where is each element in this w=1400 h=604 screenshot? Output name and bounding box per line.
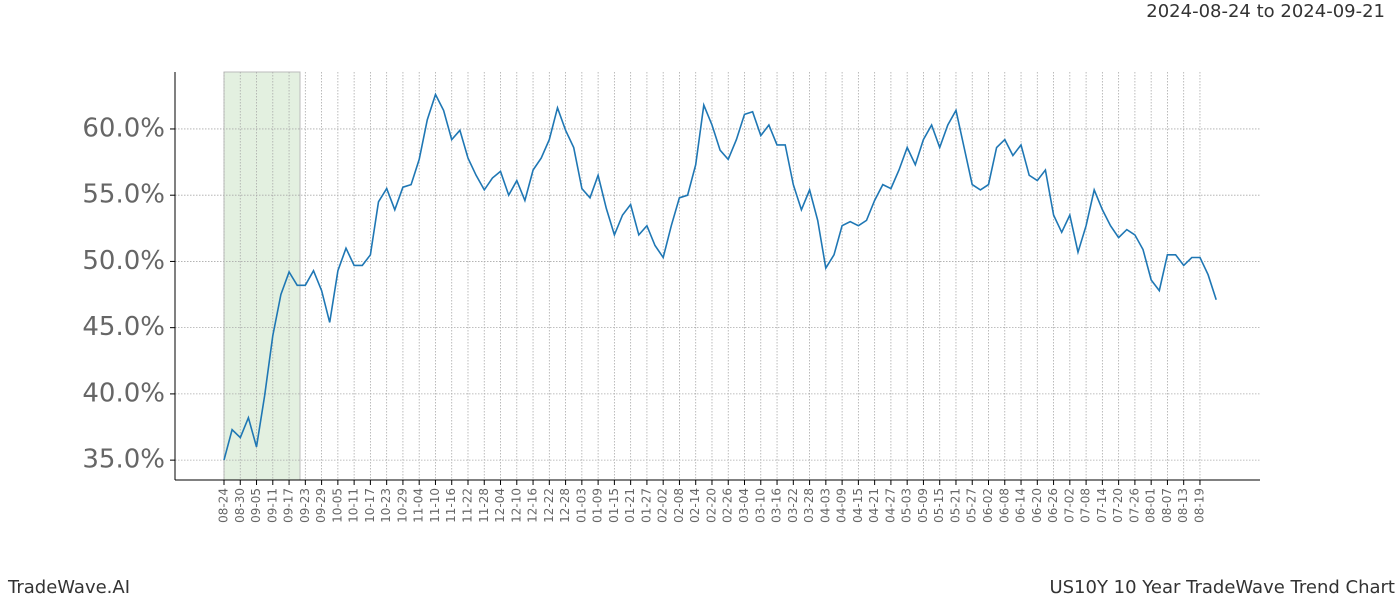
x-tick-label: 01-27 [639,488,653,523]
shaded-window [223,71,301,481]
x-tick-label: 12-28 [558,488,572,523]
x-tick-label: 09-05 [249,488,263,523]
x-tick-label: 12-10 [509,488,523,523]
y-tick-label: 45.0% [82,312,165,342]
x-tick-label: 10-29 [395,488,409,523]
x-tick-label: 01-21 [623,488,637,523]
x-tick-label: 04-27 [883,488,897,523]
x-tick-label: 10-05 [330,488,344,523]
chart-title: US10Y 10 Year TradeWave Trend Chart [1049,577,1395,598]
x-tick-label: 03-28 [802,488,816,523]
x-tick-label: 06-20 [1030,488,1044,523]
x-tick-label: 02-26 [721,488,735,523]
x-tick-label: 01-15 [607,488,621,523]
x-tick-label: 08-24 [217,488,231,523]
x-tick-label: 09-11 [265,488,279,523]
x-tick-label: 11-16 [444,488,458,523]
x-tick-label: 06-26 [1046,488,1060,523]
y-tick-label: 40.0% [82,378,165,408]
x-tick-label: 06-14 [1014,488,1028,523]
x-tick-label: 10-17 [363,488,377,523]
x-tick-label: 07-02 [1062,488,1076,523]
y-tick-label: 60.0% [82,113,165,143]
x-tick-label: 06-02 [981,488,995,523]
x-tick-label: 02-20 [704,488,718,523]
x-tick-label: 11-28 [477,488,491,523]
x-tick-label: 11-22 [460,488,474,523]
x-tick-label: 06-08 [997,488,1011,523]
x-tick-label: 09-29 [314,488,328,523]
x-tick-label: 08-19 [1192,488,1206,523]
x-tick-label: 03-04 [737,488,751,523]
x-tick-label: 02-14 [688,488,702,523]
x-tick-label: 05-21 [948,488,962,523]
x-tick-label: 01-09 [591,488,605,523]
x-tick-label: 02-08 [672,488,686,523]
x-tick-label: 09-23 [298,488,312,523]
x-tick-label: 09-17 [282,488,296,523]
x-tick-label: 03-16 [770,488,784,523]
x-tick-label: 08-30 [233,488,247,523]
x-tick-label: 04-15 [851,488,865,523]
x-tick-label: 05-09 [916,488,930,523]
date-range: 2024-08-24 to 2024-09-21 [1146,1,1385,22]
x-tick-label: 07-26 [1127,488,1141,523]
x-tick-label: 12-04 [493,488,507,523]
x-tick-label: 10-11 [347,488,361,523]
x-tick-label: 12-22 [542,488,556,523]
x-tick-label: 03-10 [753,488,767,523]
y-tick-label: 50.0% [82,246,165,276]
x-tick-label: 05-03 [900,488,914,523]
x-tick-label: 08-13 [1176,488,1190,523]
x-tick-label: 11-04 [412,488,426,523]
brand: TradeWave.AI [7,577,130,598]
x-tick-label: 07-08 [1079,488,1093,523]
x-tick-label: 07-20 [1111,488,1125,523]
x-tick-label: 05-27 [965,488,979,523]
trend-line [223,92,1217,461]
x-tick-label: 03-22 [786,488,800,523]
x-tick-label: 01-03 [574,488,588,523]
x-tick-label: 12-16 [526,488,540,523]
x-tick-label: 10-23 [379,488,393,523]
x-tick-label: 02-02 [656,488,670,523]
x-tick-label: 07-14 [1095,488,1109,523]
x-tick-label: 04-21 [867,488,881,523]
x-tick-label: 04-03 [818,488,832,523]
x-tick-label: 08-07 [1160,488,1174,523]
x-tick-label: 05-15 [932,488,946,523]
y-tick-label: 35.0% [82,445,165,475]
x-tick-label: 11-10 [428,488,442,523]
x-tick-label: 04-09 [835,488,849,523]
y-tick-label: 55.0% [82,180,165,210]
x-tick-label: 08-01 [1144,488,1158,523]
